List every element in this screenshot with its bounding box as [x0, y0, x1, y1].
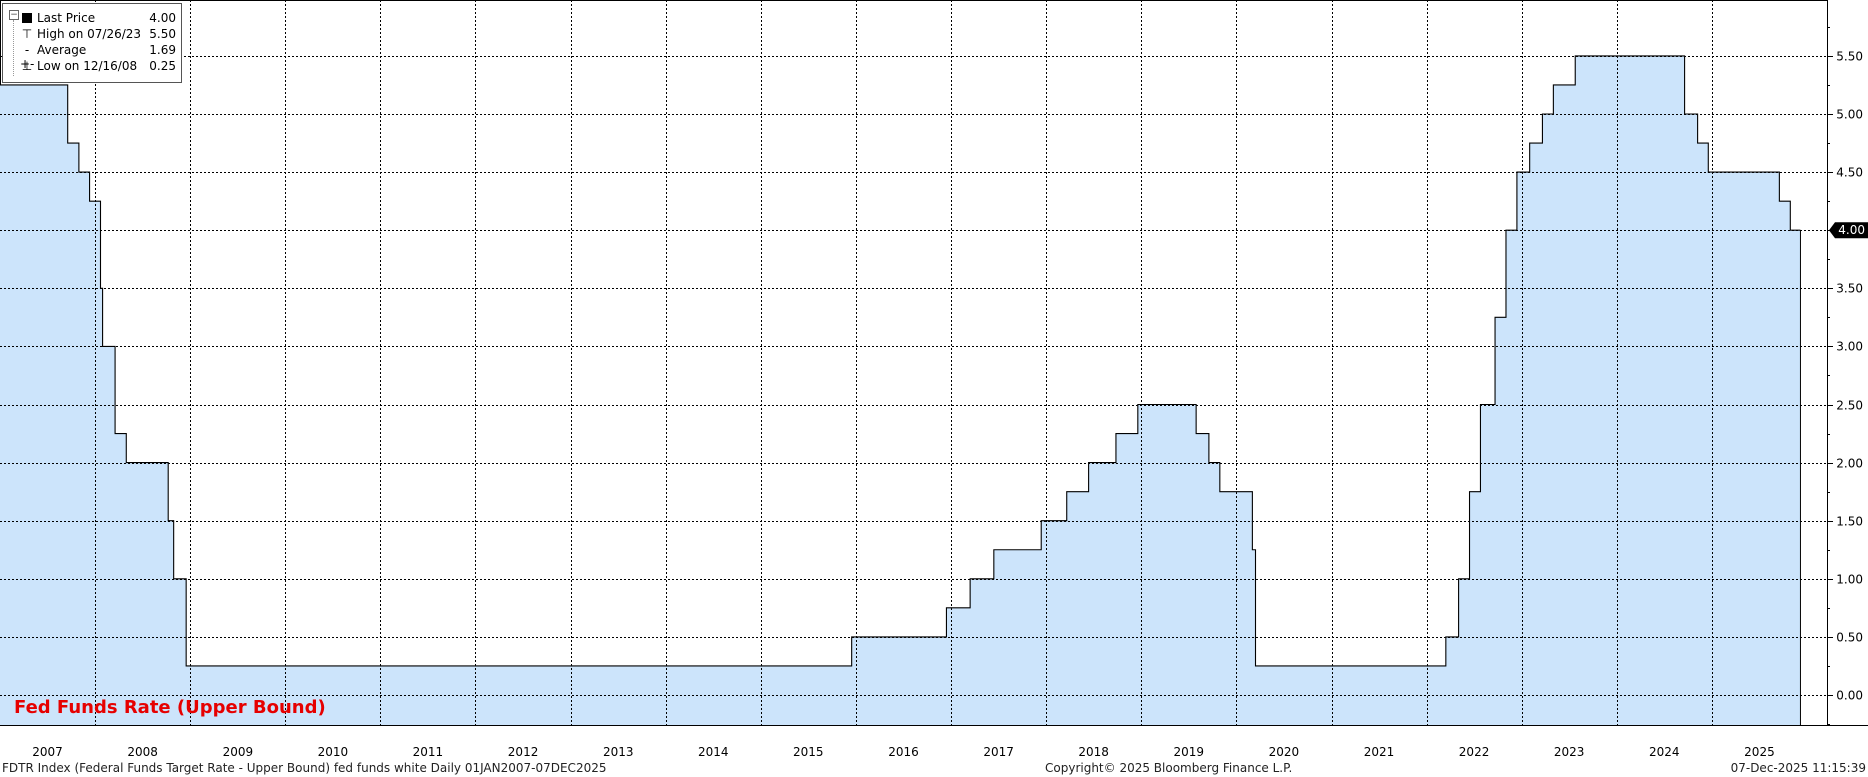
- x-tick-label: 2010: [318, 745, 349, 759]
- series-area-fill: [0, 55, 1801, 725]
- last-price-tag: [1829, 222, 1868, 239]
- collapse-toggle-icon[interactable]: −: [9, 10, 19, 20]
- x-tick-label: 2025: [1744, 745, 1775, 759]
- legend-tree-line: [13, 20, 14, 76]
- y-tick-label: 3.50: [1836, 282, 1863, 296]
- legend-label-last-price: Last Price: [37, 11, 96, 25]
- x-tick-label: 2019: [1173, 745, 1204, 759]
- x-tick-label: 2020: [1269, 745, 1300, 759]
- y-tick-label: 1.50: [1836, 515, 1863, 529]
- series-line: [0, 55, 1801, 667]
- x-tick-label: 2014: [698, 745, 729, 759]
- y-tick-label: 4.50: [1836, 166, 1863, 180]
- legend-label-low: Low on 12/16/08: [37, 59, 138, 73]
- legend-row-low: ⊥ Low on 12/16/08 0.25: [3, 59, 181, 75]
- x-tick-label: 2017: [983, 745, 1014, 759]
- x-tick-label: 2008: [127, 745, 158, 759]
- x-tick-label: 2016: [888, 745, 919, 759]
- legend-row-last-price: Last Price 4.00: [3, 11, 181, 27]
- legend-row-high: ⊤ High on 07/26/23 5.50: [3, 27, 181, 43]
- legend-value-average: 1.69: [149, 43, 176, 57]
- x-tick-label: 2021: [1364, 745, 1395, 759]
- y-tick-label: 1.00: [1836, 573, 1863, 587]
- y-tick-label: 2.50: [1836, 399, 1863, 413]
- footer-source: FDTR Index (Federal Funds Target Rate - …: [2, 761, 607, 775]
- legend-value-last-price: 4.00: [149, 11, 176, 25]
- legend-label-high: High on 07/26/23: [37, 27, 142, 41]
- last-price-tag-label: 4.00: [1838, 223, 1865, 237]
- low-marker-icon: ⊥: [21, 59, 33, 73]
- square-marker-icon: [20, 11, 34, 26]
- x-tick-label: 2011: [413, 745, 444, 759]
- x-tick-label: 2012: [508, 745, 539, 759]
- y-tick-label: 0.50: [1836, 631, 1863, 645]
- x-tick-label: 2009: [223, 745, 254, 759]
- legend-box: − Last Price 4.00 ⊤ High on 07/26/23 5.5…: [2, 3, 182, 83]
- y-tick-label: 5.00: [1836, 108, 1863, 122]
- x-tick-label: 2013: [603, 745, 634, 759]
- x-tick-label: 2015: [793, 745, 824, 759]
- footer-timestamp: 07-Dec-2025 11:15:39: [1730, 761, 1866, 775]
- y-tick-label: 0.00: [1836, 689, 1863, 703]
- average-marker-icon: -+-: [20, 43, 35, 71]
- x-tick-label: 2023: [1554, 745, 1585, 759]
- high-marker-icon: ⊤: [21, 27, 33, 41]
- legend-value-high: 5.50: [149, 27, 176, 41]
- y-tick-label: 3.00: [1836, 340, 1863, 354]
- y-tick-label: 2.00: [1836, 457, 1863, 471]
- x-tick-label: 2007: [32, 745, 63, 759]
- legend-row-average: -+- Average 1.69: [3, 43, 181, 71]
- x-tick-label: 2022: [1459, 745, 1490, 759]
- legend-label-average: Average: [37, 43, 87, 57]
- footer-copyright: Copyright© 2025 Bloomberg Finance L.P.: [1045, 761, 1293, 775]
- x-tick-label: 2024: [1649, 745, 1680, 759]
- x-tick-label: 2018: [1078, 745, 1109, 759]
- chart-title: Fed Funds Rate (Upper Bound): [14, 697, 326, 718]
- y-tick-label: 5.50: [1836, 50, 1863, 64]
- legend-value-low: 0.25: [149, 59, 176, 73]
